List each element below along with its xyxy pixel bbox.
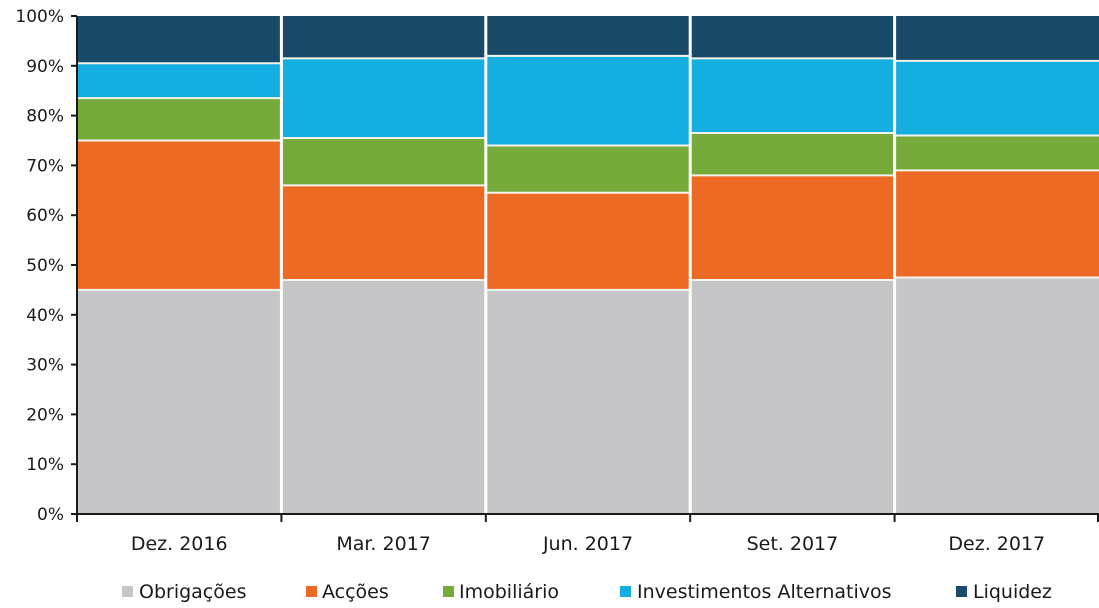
bars-layer: [77, 16, 1099, 514]
y-tick-label: 10%: [26, 455, 64, 475]
legend-label: Liquidez: [973, 581, 1052, 603]
y-tick-label: 50%: [26, 256, 64, 276]
bar-segment-3-2: [485, 192, 691, 290]
bar-segment-4-2: [690, 175, 895, 280]
bar-segment-1-3: [77, 98, 282, 141]
x-tick-label: Mar. 2017: [336, 533, 431, 555]
bar-segment-1-5: [77, 16, 282, 64]
y-tick-label: 30%: [26, 356, 64, 376]
bar-segment-2-5: [281, 16, 486, 59]
y-tick-label: 100%: [15, 7, 64, 27]
bar-segment-2-2: [281, 185, 486, 280]
y-tick-label: 60%: [26, 206, 64, 226]
bar-segment-2-1: [281, 279, 486, 514]
x-tick-label: Dez. 2016: [131, 533, 228, 555]
y-tick-label: 20%: [26, 405, 64, 425]
legend: Obrigações Acções Imobiliário Investimentos…: [122, 581, 1052, 603]
bar-segment-5-3: [894, 135, 1099, 171]
y-tick-label: 40%: [26, 306, 64, 326]
y-tick-label: 80%: [26, 107, 64, 127]
x-tick-label: Dez. 2017: [948, 533, 1045, 555]
bar-segment-5-5: [894, 16, 1099, 61]
legend-marker: [122, 586, 133, 597]
legend-label: Investimentos Alternativos: [637, 581, 892, 603]
y-tick-label: 70%: [26, 156, 64, 176]
bar-segment-5-4: [894, 60, 1099, 136]
bar-segment-1-1: [77, 289, 282, 514]
x-tick-label: Set. 2017: [747, 533, 839, 555]
bar-segment-4-5: [690, 16, 895, 59]
legend-marker: [443, 586, 454, 597]
x-tick-label: Jun. 2017: [542, 533, 633, 555]
bar-segment-3-4: [485, 55, 691, 146]
bar-segment-3-3: [485, 145, 691, 193]
legend-marker: [306, 586, 317, 597]
bar-segment-5-1: [894, 277, 1099, 514]
legend-label: Acções: [322, 581, 389, 603]
y-tick-label: 90%: [26, 57, 64, 77]
legend-marker: [620, 586, 631, 597]
legend-label: Obrigações: [139, 581, 246, 603]
bar-segment-5-2: [894, 170, 1099, 278]
axes-layer: 0% 10% 20% 30% 40% 50% 60% 70% 80% 90% 100% Dez. 20…: [15, 7, 1099, 555]
bar-segment-2-4: [281, 58, 486, 139]
bar-segment-3-5: [485, 16, 691, 56]
bar-segment-4-1: [690, 279, 895, 514]
bar-segment-4-3: [690, 133, 895, 176]
legend-marker: [956, 586, 967, 597]
bar-segment-1-2: [77, 140, 282, 290]
bar-segment-1-4: [77, 63, 282, 99]
bar-segment-3-1: [485, 289, 691, 514]
legend-label: Imobiliário: [459, 581, 559, 603]
y-tick-label: 0%: [37, 505, 64, 525]
bar-segment-4-4: [690, 58, 895, 134]
bar-segment-2-3: [281, 138, 486, 186]
